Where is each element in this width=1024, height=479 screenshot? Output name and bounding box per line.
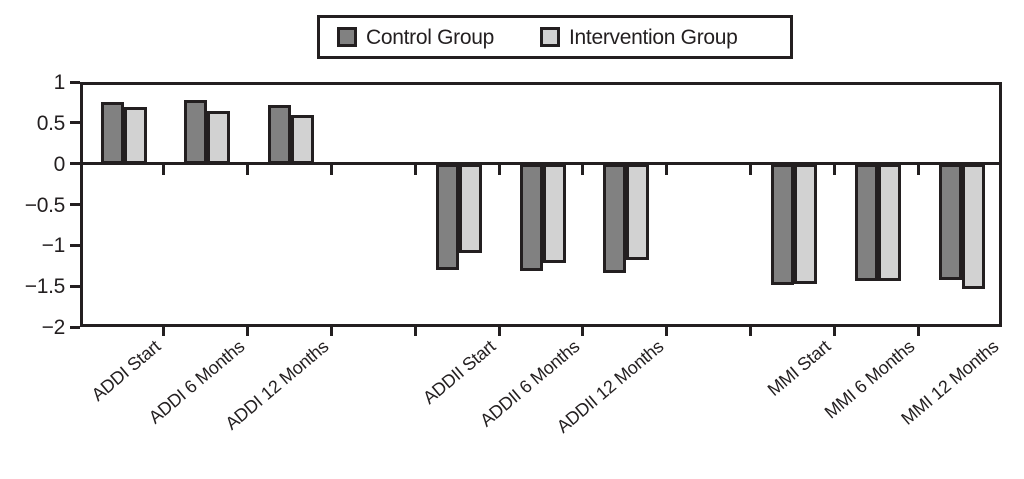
bar-intervention-group [877,163,901,282]
zero-line-tick [832,163,836,175]
y-axis-tick-label: −1.5 [24,275,66,299]
chart-legend: Control Group Intervention Group [317,15,793,59]
bar-intervention-group [961,163,985,289]
y-axis-tick [70,325,80,329]
bar-intervention-group [794,163,818,284]
bar-control-group [519,163,543,271]
x-axis-tick [497,325,501,336]
x-axis-tick [665,325,669,336]
intervention-group-swatch [540,27,560,47]
zero-line-tick [329,163,333,175]
zero-line-tick [246,163,250,175]
bar-intervention-group [626,163,650,261]
zero-line-tick [916,163,920,175]
zero-line-tick [749,163,753,175]
y-axis-tick [70,80,80,84]
bar-control-group [435,163,459,270]
y-axis-tick-label: −1 [41,234,66,258]
bar-control-group [268,104,292,164]
y-axis-tick-label: −0.5 [24,193,66,217]
zero-line-tick [413,163,417,175]
bar-intervention-group [458,163,482,254]
x-axis-tick [832,325,836,336]
bar-intervention-group [291,114,315,164]
bar-intervention-group [542,163,566,264]
zero-line-tick [162,163,166,175]
control-group-swatch [337,27,357,47]
bar-control-group [938,163,962,281]
x-axis-tick [581,325,585,336]
legend-item-intervention-group: Intervention Group [540,27,738,48]
y-axis-tick [70,162,80,166]
bar-intervention-group [207,110,231,164]
y-axis-tick-label: −2 [41,316,66,339]
x-category-label: ADDI Start [87,336,165,405]
bar-control-group [603,163,627,274]
plot-area-border [80,82,1002,327]
x-axis-tick [246,325,250,336]
x-axis-tick [329,325,333,336]
bar-intervention-group [123,106,147,164]
x-axis-tick [916,325,920,336]
y-axis-tick-label: 0.5 [36,111,66,135]
bar-control-group [854,163,878,282]
x-axis-tick [749,325,753,336]
zero-line-tick [665,163,669,175]
bar-control-group [771,163,795,286]
legend-label-control-group: Control Group [366,25,494,49]
zero-line-tick [581,163,585,175]
zero-line-tick [497,163,501,175]
x-axis-zero-line [80,162,1002,166]
y-axis-tick [70,203,80,206]
y-axis-tick-label: 1 [53,71,66,94]
bar-control-group [184,99,208,164]
y-axis-tick-label: 0 [53,152,66,176]
x-axis-tick [413,325,417,336]
legend-label-intervention-group: Intervention Group [569,25,738,49]
legend-item-control-group: Control Group [337,27,494,48]
y-axis-tick [70,121,80,125]
bar-control-group [100,102,124,164]
y-axis-tick [70,284,80,288]
x-axis-tick [162,325,166,336]
y-axis-tick [70,243,80,247]
